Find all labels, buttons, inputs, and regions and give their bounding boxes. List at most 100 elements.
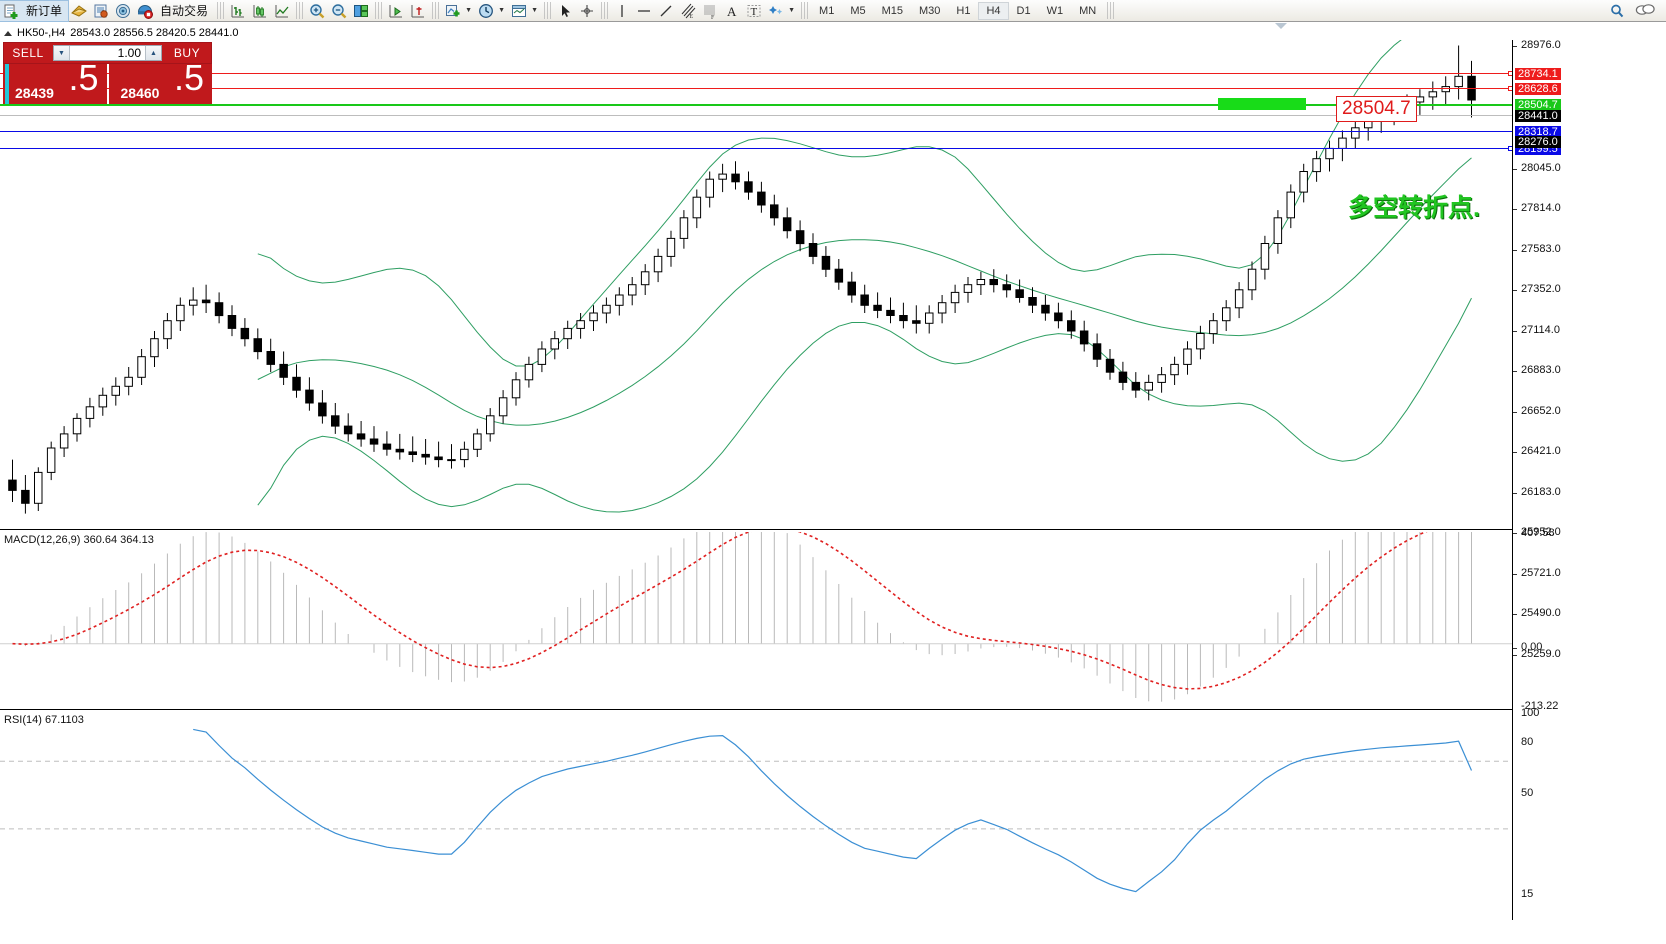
vertical-line-tool-button[interactable] [611,1,633,21]
price-tick [1513,46,1517,47]
volume-increment-button[interactable]: ▲ [145,46,161,60]
chevron-down-icon[interactable]: ▼ [531,7,538,14]
navigator-button[interactable] [112,1,134,21]
toolbar-separator [296,2,304,19]
zoom-in-icon [308,2,326,20]
price-tick [1513,574,1517,575]
channel-tool-button[interactable]: E [677,1,699,21]
fibonacci-tool-button[interactable]: F [699,1,721,21]
templates-icon [510,2,528,20]
candlestick-chart-icon [251,2,269,20]
price-tick [1513,655,1517,656]
price-tick-label: 26183.0 [1521,486,1561,498]
timeframe-h1[interactable]: H1 [956,4,971,17]
price-tick [1513,452,1517,453]
timeframe-group: M1 M5 M15 M30 H1 H4 D1 W1 MN [811,1,1104,20]
timeframe-w1[interactable]: W1 [1046,4,1064,17]
crosshair-icon [578,2,596,20]
macd-title: MACD(12,26,9) 360.64 364.13 [4,534,154,546]
chat-icon[interactable] [1634,2,1655,20]
macd-tick [1513,648,1517,649]
tile-windows-button[interactable] [350,1,372,21]
text-tool-button[interactable]: A [721,1,743,21]
macd-axis-label: 0.00 [1521,641,1543,653]
volume-decrement-button[interactable]: ▼ [54,46,70,60]
price-chip-current[interactable]: 28441.0 [1515,110,1561,122]
text-label-tool-button[interactable]: T [743,1,765,21]
autotrade-button[interactable]: 自动交易 [134,1,214,21]
symbol-header: HK50-,H4 28543.0 28556.5 28420.5 28441.0 [0,26,239,40]
level-line-28199[interactable] [0,146,1513,151]
sell-button[interactable]: SELL [4,43,52,63]
clock-icon [477,2,495,20]
chinese-annotation: 多空转折点. [1348,194,1480,222]
timeframe-m5[interactable]: M5 [850,4,866,17]
price-tick [1513,250,1517,251]
navigator-icon [114,2,132,20]
trendline-tool-button[interactable] [655,1,677,21]
buy-button[interactable]: BUY [163,43,211,63]
timeframe-m30[interactable]: M30 [919,4,941,17]
tile-windows-icon [352,2,370,20]
chevron-down-icon[interactable]: ▼ [788,7,795,14]
level-line-28504[interactable] [0,104,1512,106]
timeframe-m15[interactable]: M15 [881,4,903,17]
periods-button[interactable]: ▼ [475,1,508,21]
collapse-triangle-icon[interactable] [4,30,12,36]
equidistant-channel-icon: E [679,2,697,20]
price-chip-resistance[interactable]: 28628.6 [1515,83,1561,95]
indicators-button[interactable]: ▼ [442,1,475,21]
line-chart-button[interactable] [271,1,293,21]
new-order-button[interactable]: 新订单 [0,0,70,22]
templates-button[interactable]: ▼ [508,1,541,21]
shapes-tool-button[interactable]: ▼ [765,1,798,21]
chevron-down-icon[interactable]: ▼ [465,7,472,14]
sell-price-tile[interactable]: .5 28439 [3,58,107,104]
price-chip-pivot[interactable]: 28504.7 [1515,99,1561,111]
price-tick [1513,331,1517,332]
price-axis[interactable]: 28976.0 28045.0 27814.0 27583.0 27352.0 27114… [1512,39,1666,920]
timeframe-h4[interactable]: H4 [978,1,1009,20]
macd-pane[interactable]: MACD(12,26,9) 360.64 364.13 [0,532,1512,710]
one-click-trade-panel[interactable]: SELL ▼ 1.00 ▲ BUY .5 28439 .5 28460 [3,42,212,104]
zoom-in-button[interactable] [306,1,328,21]
trade-panel-top-row: SELL ▼ 1.00 ▲ BUY [3,42,212,64]
shapes-icon [767,2,785,20]
current-price-line [0,115,1512,116]
level-line-28628[interactable] [0,86,1513,91]
price-tick-label: 28045.0 [1521,162,1561,174]
vline-icon [613,2,631,20]
crosshair-tool-button[interactable] [576,1,598,21]
bar-chart-button[interactable] [227,1,249,21]
price-chip-resistance[interactable]: 28734.1 [1515,68,1561,80]
rsi-axis-label: 100 [1521,707,1540,719]
chart-scroll-thumb[interactable] [1275,23,1287,29]
timeframe-mn[interactable]: MN [1079,4,1097,17]
price-tick [1513,209,1517,210]
zoom-out-button[interactable] [328,1,350,21]
buy-price-tile[interactable]: .5 28460 [108,58,212,104]
toolbar-separator [801,2,809,19]
rsi-chart-svg [0,728,1512,893]
volume-value[interactable]: 1.00 [117,46,141,60]
timeframe-d1[interactable]: D1 [1016,4,1031,17]
candlestick-chart-button[interactable] [249,1,271,21]
shift-end-button[interactable] [385,1,407,21]
price-pane[interactable] [0,40,1512,530]
market-watch-button[interactable] [68,1,90,21]
level-line-28734[interactable] [0,71,1513,76]
auto-scroll-button[interactable] [407,1,429,21]
timeframe-m1[interactable]: M1 [819,4,835,17]
symbol-name: HK50-,H4 [17,27,66,39]
chevron-down-icon[interactable]: ▼ [498,7,505,14]
cursor-tool-button[interactable] [554,1,576,21]
price-tick-label: 26652.0 [1521,405,1561,417]
chart-area[interactable]: MACD(12,26,9) 360.64 364.13 RSI(14) 67.1… [0,39,1666,920]
price-chip-support[interactable]: 28318.7 [1515,126,1561,138]
search-icon[interactable] [1608,2,1626,20]
rsi-pane[interactable]: RSI(14) 67.1103 [0,712,1512,920]
horizontal-line-tool-button[interactable] [633,1,655,21]
level-line-28318[interactable] [0,131,1512,132]
data-window-button[interactable] [90,1,112,21]
volume-input[interactable]: ▼ 1.00 ▲ [53,45,162,61]
